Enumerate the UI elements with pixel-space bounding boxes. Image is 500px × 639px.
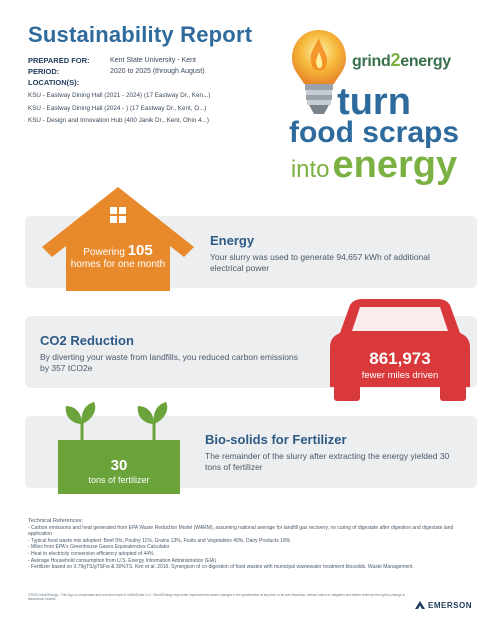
reference-line: - Fertilizer based on 0.79gTS/gTSFw & 30… [28, 564, 414, 571]
energy-heading: Energy [210, 233, 255, 248]
brand-part-grind: grind [352, 53, 391, 70]
energy-icon-caption: Powering 105 homes for one month [50, 242, 186, 271]
reference-line: - Miles from EPA's Greenhouse Gases Equi… [28, 544, 170, 551]
grind2energy-logo: grind2energy [352, 50, 451, 71]
car-icon [330, 299, 470, 401]
emerson-mark-icon [415, 601, 426, 609]
biosolids-description: The remainder of the slurry after extrac… [205, 451, 450, 472]
emerson-wordmark: EMERSON [428, 600, 472, 610]
energy-icon-number: 105 [127, 242, 153, 259]
period-value: 2020 to 2025 (through August) [110, 68, 205, 75]
co2-description: By diverting your waste from landfills, … [40, 352, 298, 373]
biosolids-icon-label: tons of fertilizer [88, 475, 150, 485]
prepared-for-label: PREPARED FOR: [28, 56, 90, 65]
report-title: Sustainability Report [28, 22, 253, 47]
house-icon [42, 187, 194, 291]
slogan-into: into [290, 156, 330, 183]
prepared-for-value: Kent State University - Kent [110, 57, 196, 64]
slogan-line-into-energy: intoenergy [274, 146, 474, 187]
reference-line: - Typical food waste mix adopted: Beef 9… [28, 537, 291, 544]
energy-icon-line2: homes for one month [70, 259, 166, 270]
reference-line: - Carbon emissions and heat generated fr… [28, 524, 454, 538]
slogan-line-turn: turn [337, 81, 411, 123]
brand-slogan: turn food scraps intoenergy [274, 81, 474, 187]
co2-icon-number: 861,973 [369, 349, 431, 368]
emerson-logo: EMERSON [414, 600, 472, 610]
locations-label: LOCATION(S): [28, 78, 80, 87]
reference-line: - Heat to electricity conversion efficie… [28, 550, 154, 557]
slogan-line-food-scraps: food scraps [288, 116, 460, 149]
location-item: KSU - Eastway Dining Hall (2021 - 2024) … [28, 92, 211, 99]
references-title: Technical References: [28, 518, 84, 524]
co2-icon-label: fewer miles driven [361, 370, 439, 381]
brand-part-two: 2 [390, 50, 401, 70]
lightbulb-flame-icon [292, 30, 346, 114]
energy-description: Your slurry was used to generate 94,657 … [210, 252, 430, 273]
report-meta: PREPARED FOR: Kent State University - Ke… [28, 55, 205, 88]
slogan-energy: energy [332, 144, 458, 186]
energy-icon-prefix: Powering [83, 247, 125, 258]
period-label: PERIOD: [28, 67, 60, 76]
location-item: KSU - Eastway Dining Hall (2024 - ) (17 … [28, 104, 207, 112]
co2-heading: CO2 Reduction [40, 333, 134, 348]
sprouts-soil-icon [58, 402, 180, 494]
reference-line: - Average Household consumption from U.S… [28, 557, 217, 564]
biosolids-icon-number: 30 [110, 457, 128, 474]
technical-references: Technical References: - Carbon emissions… [28, 518, 476, 571]
locations-list: KSU - Eastway Dining Hall (2021 - 2024) … [28, 90, 210, 128]
brand-part-energy: energy [400, 53, 451, 70]
location-item: KSU - Design and Innovation Hub (400 Jan… [28, 117, 209, 124]
legal-footer: ©2025 Grind2Energy - This logo is a trad… [28, 593, 406, 602]
biosolids-heading: Bio-solids for Fertilizer [205, 432, 347, 447]
